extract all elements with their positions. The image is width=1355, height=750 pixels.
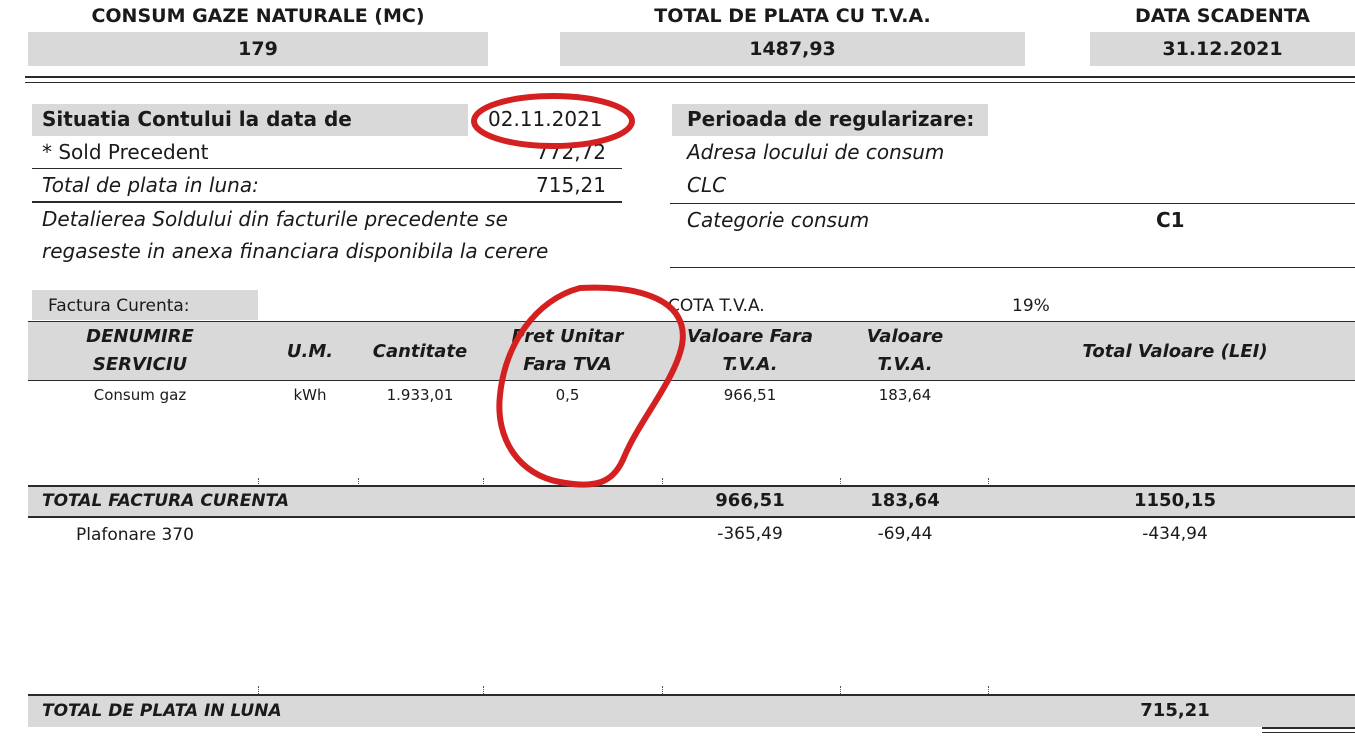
clc-label: CLC <box>687 173 727 197</box>
total-plata-top-line <box>28 694 1355 696</box>
categorie-label: Categorie consum <box>687 208 870 232</box>
row-um: kWh <box>293 386 327 404</box>
col-tick <box>358 478 359 486</box>
col-valoare-tva-line1: Valoare <box>866 326 944 347</box>
total-plata-bg <box>28 695 1355 727</box>
cota-tva-label: COTA T.V.A. <box>668 296 765 316</box>
data-scadenta-value: 31.12.2021 <box>1090 32 1355 66</box>
sold-divider <box>32 168 622 169</box>
row-denumire: Consum gaz <box>93 386 187 404</box>
total-luna-divider <box>32 201 622 203</box>
col-total-valoare: Total Valoare (LEI) <box>1082 341 1268 362</box>
table-header-bg <box>28 322 1355 380</box>
col-denumire: DENUMIRE SERVICIU <box>50 323 230 379</box>
table-header-bottom-line <box>28 380 1355 381</box>
col-tick <box>662 686 663 694</box>
consum-gaze-value: 179 <box>28 32 488 66</box>
total-factura-valoare-tva: 183,64 <box>870 490 940 511</box>
col-tick <box>988 478 989 486</box>
total-luna-label: Total de plata in luna: <box>42 173 259 197</box>
col-tick <box>840 478 841 486</box>
col-denumire-line1: DENUMIRE <box>86 326 194 347</box>
regularizare-title-bg <box>672 104 988 136</box>
col-valoare-tva: Valoare T.V.A. <box>850 323 960 379</box>
total-plata-underline-2 <box>1262 732 1355 733</box>
total-plata-tva-label: TOTAL DE PLATA CU T.V.A. <box>654 5 931 27</box>
table-header-top-line <box>28 321 1355 322</box>
plafonare-valoare-fara: -365,49 <box>717 524 783 544</box>
col-valoare-fara: Valoare Fara T.V.A. <box>670 323 830 379</box>
categorie-divider <box>670 267 1355 268</box>
header-divider-bottom <box>25 82 1355 83</box>
col-pret-line2: Fara TVA <box>523 354 612 375</box>
col-um: U.M. <box>286 341 334 362</box>
sold-note-line2: regaseste in anexa financiara disponibil… <box>42 239 549 263</box>
row-valoare-tva: 183,64 <box>878 386 932 404</box>
categorie-value: C1 <box>1156 208 1185 232</box>
col-tick <box>840 686 841 694</box>
total-plata-underline <box>1262 727 1355 729</box>
col-pret-unitar: Pret Unitar Fara TVA <box>495 323 640 379</box>
total-factura-valoare-fara: 966,51 <box>715 490 785 511</box>
total-plata-label: TOTAL DE PLATA IN LUNA <box>42 701 282 721</box>
total-plata-tva-value: 1487,93 <box>560 32 1025 66</box>
plafonare-valoare-tva: -69,44 <box>877 524 933 544</box>
col-valoare-fara-line1: Valoare Fara <box>686 326 814 347</box>
sold-precedent-value: 772,72 <box>536 140 606 164</box>
adresa-label: Adresa locului de consum <box>687 140 945 164</box>
factura-label-bg <box>32 290 258 320</box>
total-factura-total: 1150,15 <box>1134 490 1216 511</box>
total-factura-bottom-line <box>28 516 1355 518</box>
clc-divider <box>670 203 1355 204</box>
consum-gaze-label: CONSUM GAZE NATURALE (MC) <box>91 5 425 27</box>
total-factura-label: TOTAL FACTURA CURENTA <box>42 491 289 511</box>
total-factura-bg <box>28 486 1355 516</box>
col-denumire-line2: SERVICIU <box>92 354 188 375</box>
col-pret-line1: Pret Unitar <box>511 326 624 347</box>
total-luna-value: 715,21 <box>536 173 606 197</box>
row-valoare-fara: 966,51 <box>723 386 777 404</box>
col-tick <box>988 686 989 694</box>
data-scadenta-label: DATA SCADENTA <box>1135 5 1310 27</box>
situatie-title-bg <box>32 104 468 136</box>
sold-precedent-label: * Sold Precedent <box>42 140 209 164</box>
row-cantitate: 1.933,01 <box>386 386 454 404</box>
plafonare-total: -434,94 <box>1142 524 1208 544</box>
factura-label: Factura Curenta: <box>48 296 190 316</box>
cota-tva-value: 19% <box>1012 296 1050 316</box>
col-tick <box>258 478 259 486</box>
col-tick <box>258 686 259 694</box>
col-valoare-fara-line2: T.V.A. <box>722 354 778 375</box>
col-cantitate: Cantitate <box>372 341 468 362</box>
col-valoare-tva-line2: T.V.A. <box>877 354 933 375</box>
header-divider-top <box>25 76 1355 78</box>
plafonare-label: Plafonare 370 <box>76 525 194 545</box>
total-factura-top-line <box>28 485 1355 487</box>
regularizare-title: Perioada de regularizare: <box>687 107 975 131</box>
col-tick <box>483 478 484 486</box>
total-plata-value: 715,21 <box>1140 700 1210 721</box>
situatie-date: 02.11.2021 <box>488 107 603 131</box>
col-tick <box>483 686 484 694</box>
situatie-title: Situatia Contului la data de <box>42 107 352 131</box>
sold-note-line1: Detalierea Soldului din facturile preced… <box>42 207 508 231</box>
row-pret-unitar: 0,5 <box>555 386 580 404</box>
